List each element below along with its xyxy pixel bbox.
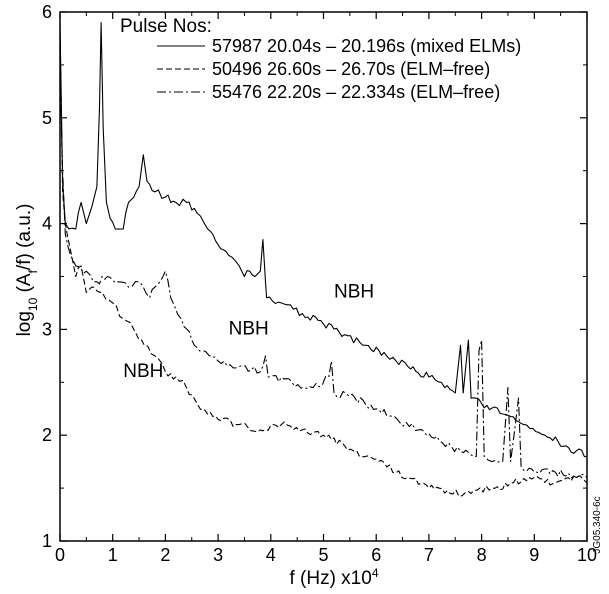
series-line-1 bbox=[59, 22, 588, 458]
x-tick-label: 6 bbox=[371, 545, 381, 565]
x-tick-label: 8 bbox=[477, 545, 487, 565]
x-axis-label: f (Hz) x104 bbox=[289, 566, 378, 589]
y-tick-label: 3 bbox=[42, 319, 52, 339]
x-tick-label: 7 bbox=[424, 545, 434, 565]
legend-title: Pulse Nos: bbox=[120, 16, 212, 37]
y-tick-label: 5 bbox=[42, 108, 52, 128]
x-tick-label: 4 bbox=[266, 545, 276, 565]
x-tick-label: 10 bbox=[577, 545, 597, 565]
y-axis-label: log10 (Af/f) (a.u.) bbox=[14, 204, 40, 337]
x-tick-label: 9 bbox=[529, 545, 539, 565]
y-tick-label: 1 bbox=[42, 531, 52, 551]
legend-label-2: 50496 26.60s – 26.70s (ELM–free) bbox=[212, 59, 490, 79]
x-tick-label: 1 bbox=[108, 545, 118, 565]
annotation-label: NBH bbox=[229, 319, 269, 340]
series-line-3 bbox=[59, 75, 588, 479]
y-tick-label: 6 bbox=[42, 2, 52, 22]
x-tick-label: 2 bbox=[160, 545, 170, 565]
x-tick-label: 5 bbox=[318, 545, 328, 565]
annotation-label: NBH bbox=[123, 361, 163, 382]
legend: Pulse Nos: 57987 20.04s – 20.196s (mixed… bbox=[120, 16, 521, 102]
legend-label-1: 57987 20.04s – 20.196s (mixed ELMs) bbox=[212, 36, 521, 56]
series-layer bbox=[59, 22, 588, 498]
legend-entries: 57987 20.04s – 20.196s (mixed ELMs) 50496… bbox=[157, 36, 521, 102]
x-tick-label: 3 bbox=[213, 545, 223, 565]
legend-label-3: 55476 22.20s – 22.334s (ELM–free) bbox=[212, 82, 500, 102]
y-tick-label: 2 bbox=[42, 425, 52, 445]
x-tick-label: 0 bbox=[55, 545, 65, 565]
annotation-label: NBH bbox=[334, 282, 374, 303]
y-tick-label: 4 bbox=[42, 214, 52, 234]
series-line-2 bbox=[59, 33, 588, 498]
annotations: NBH NBH NBH bbox=[123, 282, 374, 382]
figure-code-watermark: JG05.340-6c bbox=[592, 496, 603, 553]
